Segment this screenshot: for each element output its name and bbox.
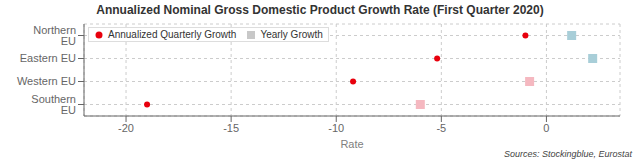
- svg-text:Western EU: Western EU: [17, 75, 76, 87]
- html-text:Sources: Stockingblue, Eurosta: Sources: Stockingblue, Eurostat: [503, 149, 632, 159]
- svg-text:-10: -10: [328, 122, 344, 134]
- svg-text:0: 0: [543, 122, 549, 134]
- html-text:Annualized Nominal Gross Domes: Annualized Nominal Gross Domestic Produc…: [96, 3, 544, 17]
- svg-text:-20: -20: [118, 122, 134, 134]
- svg-text:SouthernEU: SouthernEU: [31, 93, 76, 116]
- html-text:Yearly Growth: Yearly Growth: [260, 29, 323, 40]
- html-text:Annualized Quarterly Growth: Annualized Quarterly Growth: [108, 29, 237, 40]
- svg-text:Eastern EU: Eastern EU: [20, 52, 76, 64]
- svg-text:Rate: Rate: [340, 138, 363, 150]
- svg-text:NorthernEU: NorthernEU: [33, 24, 76, 47]
- svg-text:-5: -5: [436, 122, 446, 134]
- svg-text:-15: -15: [223, 122, 239, 134]
